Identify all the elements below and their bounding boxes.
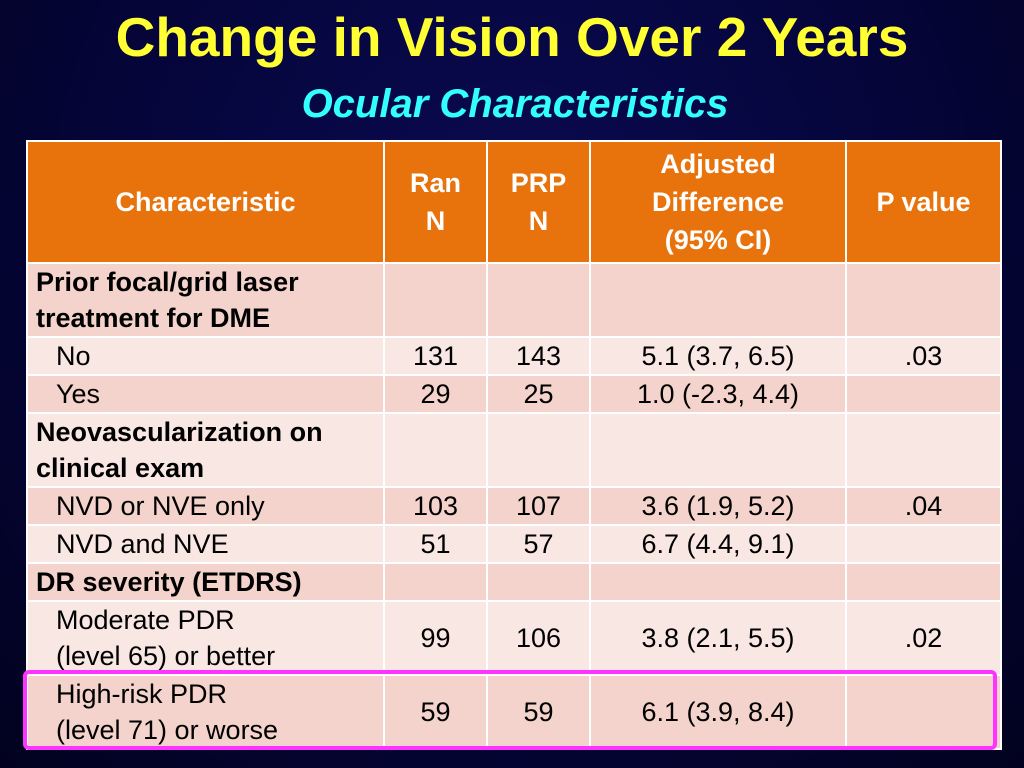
prp-n-value: 143 xyxy=(486,336,591,376)
empty-cell xyxy=(486,562,591,602)
group-label: Prior focal/grid laser treatment for DME xyxy=(26,262,385,338)
table-header-row: Characteristic Ran N PRP N Adjusted Diff… xyxy=(26,140,1002,264)
empty-cell xyxy=(383,262,488,338)
row-label: No xyxy=(26,336,385,376)
empty-cell xyxy=(589,562,847,602)
p-value xyxy=(845,374,1002,414)
empty-cell xyxy=(486,262,591,338)
prp-n-value: 57 xyxy=(486,524,591,564)
row-label-line-1: Moderate PDR xyxy=(56,605,235,635)
ran-n-value: 131 xyxy=(383,336,488,376)
ocular-characteristics-table: Characteristic Ran N PRP N Adjusted Diff… xyxy=(26,140,1002,750)
row-label: NVD or NVE only xyxy=(26,486,385,526)
row-label: Moderate PDR (level 65) or better xyxy=(26,600,385,676)
empty-cell xyxy=(486,412,591,488)
group-label-line-2: clinical exam xyxy=(36,453,205,483)
header-adjusted-difference: Adjusted Difference (95% CI) xyxy=(589,140,847,264)
row-label: Yes xyxy=(26,374,385,414)
table-row: High-risk PDR (level 71) or worse 59 59 … xyxy=(26,674,1002,750)
header-adjusted-line-2: Difference xyxy=(651,187,785,217)
group-label-line-1: Prior focal/grid laser xyxy=(36,267,299,297)
header-ran-line-2: N xyxy=(425,206,446,236)
prp-n-value: 106 xyxy=(486,600,591,676)
header-adjusted-line-1: Adjusted xyxy=(660,149,776,179)
ran-n-value: 99 xyxy=(383,600,488,676)
adjusted-difference-value: 6.1 (3.9, 8.4) xyxy=(589,674,847,750)
header-p-value: P value xyxy=(845,140,1002,264)
p-value: .04 xyxy=(845,486,1002,526)
ran-n-value: 51 xyxy=(383,524,488,564)
p-value xyxy=(845,674,1002,750)
group-label-line-2: treatment for DME xyxy=(36,303,271,333)
group-row-dr-severity: DR severity (ETDRS) xyxy=(26,562,1002,602)
p-value: .03 xyxy=(845,336,1002,376)
group-label: DR severity (ETDRS) xyxy=(26,562,385,602)
p-value: .02 xyxy=(845,600,1002,676)
group-label-line-1: Neovascularization on xyxy=(36,417,323,447)
table-row: Moderate PDR (level 65) or better 99 106… xyxy=(26,600,1002,676)
adjusted-difference-value: 3.8 (2.1, 5.5) xyxy=(589,600,847,676)
empty-cell xyxy=(589,262,847,338)
adjusted-difference-value: 1.0 (-2.3, 4.4) xyxy=(589,374,847,414)
table-row: NVD and NVE 51 57 6.7 (4.4, 9.1) xyxy=(26,524,1002,564)
header-prp-line-2: N xyxy=(528,206,549,236)
slide-subtitle: Ocular Characteristics xyxy=(301,82,729,126)
header-prp-line-1: PRP xyxy=(510,168,567,198)
prp-n-value: 107 xyxy=(486,486,591,526)
ran-n-value: 103 xyxy=(383,486,488,526)
prp-n-value: 59 xyxy=(486,674,591,750)
row-label-line-1: High-risk PDR xyxy=(56,679,228,709)
empty-cell xyxy=(383,412,488,488)
row-label-line-2: (level 65) or better xyxy=(56,641,276,671)
header-characteristic: Characteristic xyxy=(26,140,385,264)
empty-cell xyxy=(845,262,1002,338)
group-label: Neovascularization on clinical exam xyxy=(26,412,385,488)
header-adjusted-line-3: (95% CI) xyxy=(664,225,772,255)
adjusted-difference-value: 6.7 (4.4, 9.1) xyxy=(589,524,847,564)
empty-cell xyxy=(589,412,847,488)
empty-cell xyxy=(845,412,1002,488)
empty-cell xyxy=(845,562,1002,602)
prp-n-value: 25 xyxy=(486,374,591,414)
ran-n-value: 59 xyxy=(383,674,488,750)
p-value xyxy=(845,524,1002,564)
table-row: Yes 29 25 1.0 (-2.3, 4.4) xyxy=(26,374,1002,414)
header-ran-n: Ran N xyxy=(383,140,488,264)
row-label: NVD and NVE xyxy=(26,524,385,564)
adjusted-difference-value: 3.6 (1.9, 5.2) xyxy=(589,486,847,526)
slide-title: Change in Vision Over 2 Years xyxy=(115,6,909,68)
group-row-neovascularization: Neovascularization on clinical exam xyxy=(26,412,1002,488)
header-prp-n: PRP N xyxy=(486,140,591,264)
header-ran-line-1: Ran xyxy=(409,168,461,198)
row-label: High-risk PDR (level 71) or worse xyxy=(26,674,385,750)
row-label-line-2: (level 71) or worse xyxy=(56,715,279,745)
table-row: NVD or NVE only 103 107 3.6 (1.9, 5.2) .… xyxy=(26,486,1002,526)
empty-cell xyxy=(383,562,488,602)
adjusted-difference-value: 5.1 (3.7, 6.5) xyxy=(589,336,847,376)
group-row-prior-laser: Prior focal/grid laser treatment for DME xyxy=(26,262,1002,338)
table-row: No 131 143 5.1 (3.7, 6.5) .03 xyxy=(26,336,1002,376)
ran-n-value: 29 xyxy=(383,374,488,414)
